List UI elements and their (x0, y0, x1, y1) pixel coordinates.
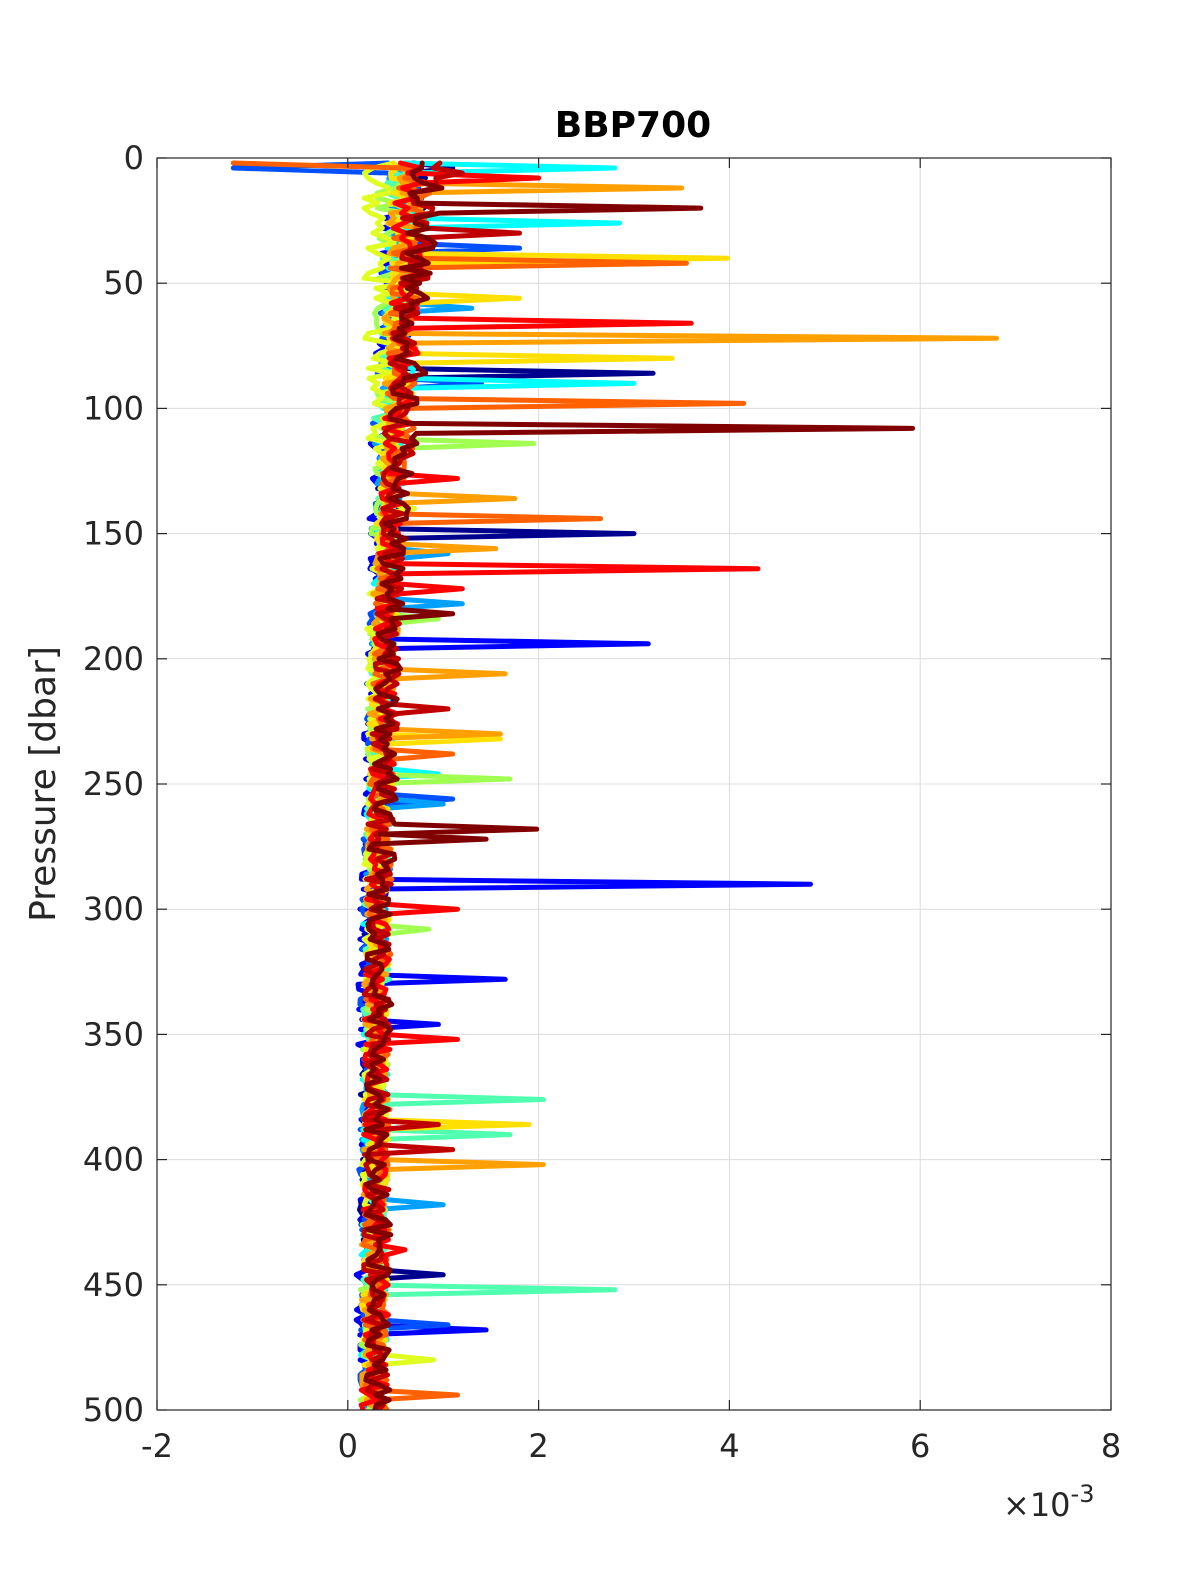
x-axis-ticks: -2 0 2 4 6 8 (141, 158, 1121, 1465)
x-exponent-base: ×10 (1003, 1486, 1071, 1524)
y-tick-label: 200 (83, 640, 144, 678)
x-tick-label: 4 (719, 1427, 739, 1465)
y-tick-label: 500 (83, 1391, 144, 1429)
x-tick-label: 0 (338, 1427, 358, 1465)
y-tick-label: 150 (83, 515, 144, 553)
y-tick-label: 450 (83, 1266, 144, 1304)
y-tick-label: 250 (83, 765, 144, 803)
x-tick-label: -2 (141, 1427, 173, 1465)
x-tick-label: 8 (1101, 1427, 1121, 1465)
series-line-14 (363, 160, 916, 1410)
y-tick-label: 0 (124, 139, 144, 177)
y-tick-label: 300 (83, 890, 144, 928)
y-tick-label: 50 (103, 264, 144, 302)
x-tick-label: 6 (910, 1427, 930, 1465)
y-tick-label: 400 (83, 1141, 144, 1179)
chart-title: BBP700 (555, 105, 711, 146)
x-exponent-label: ×10-3 (1003, 1480, 1094, 1524)
y-tick-label: 100 (83, 389, 144, 427)
y-axis-ticks: 0 50 100 150 200 250 300 350 400 450 500 (83, 139, 1111, 1429)
y-tick-label: 350 (83, 1015, 144, 1053)
series-layer (230, 160, 999, 1410)
x-tick-label: 2 (528, 1427, 548, 1465)
y-axis-label: Pressure [dbar] (23, 646, 64, 922)
x-exponent-power: -3 (1071, 1480, 1095, 1508)
